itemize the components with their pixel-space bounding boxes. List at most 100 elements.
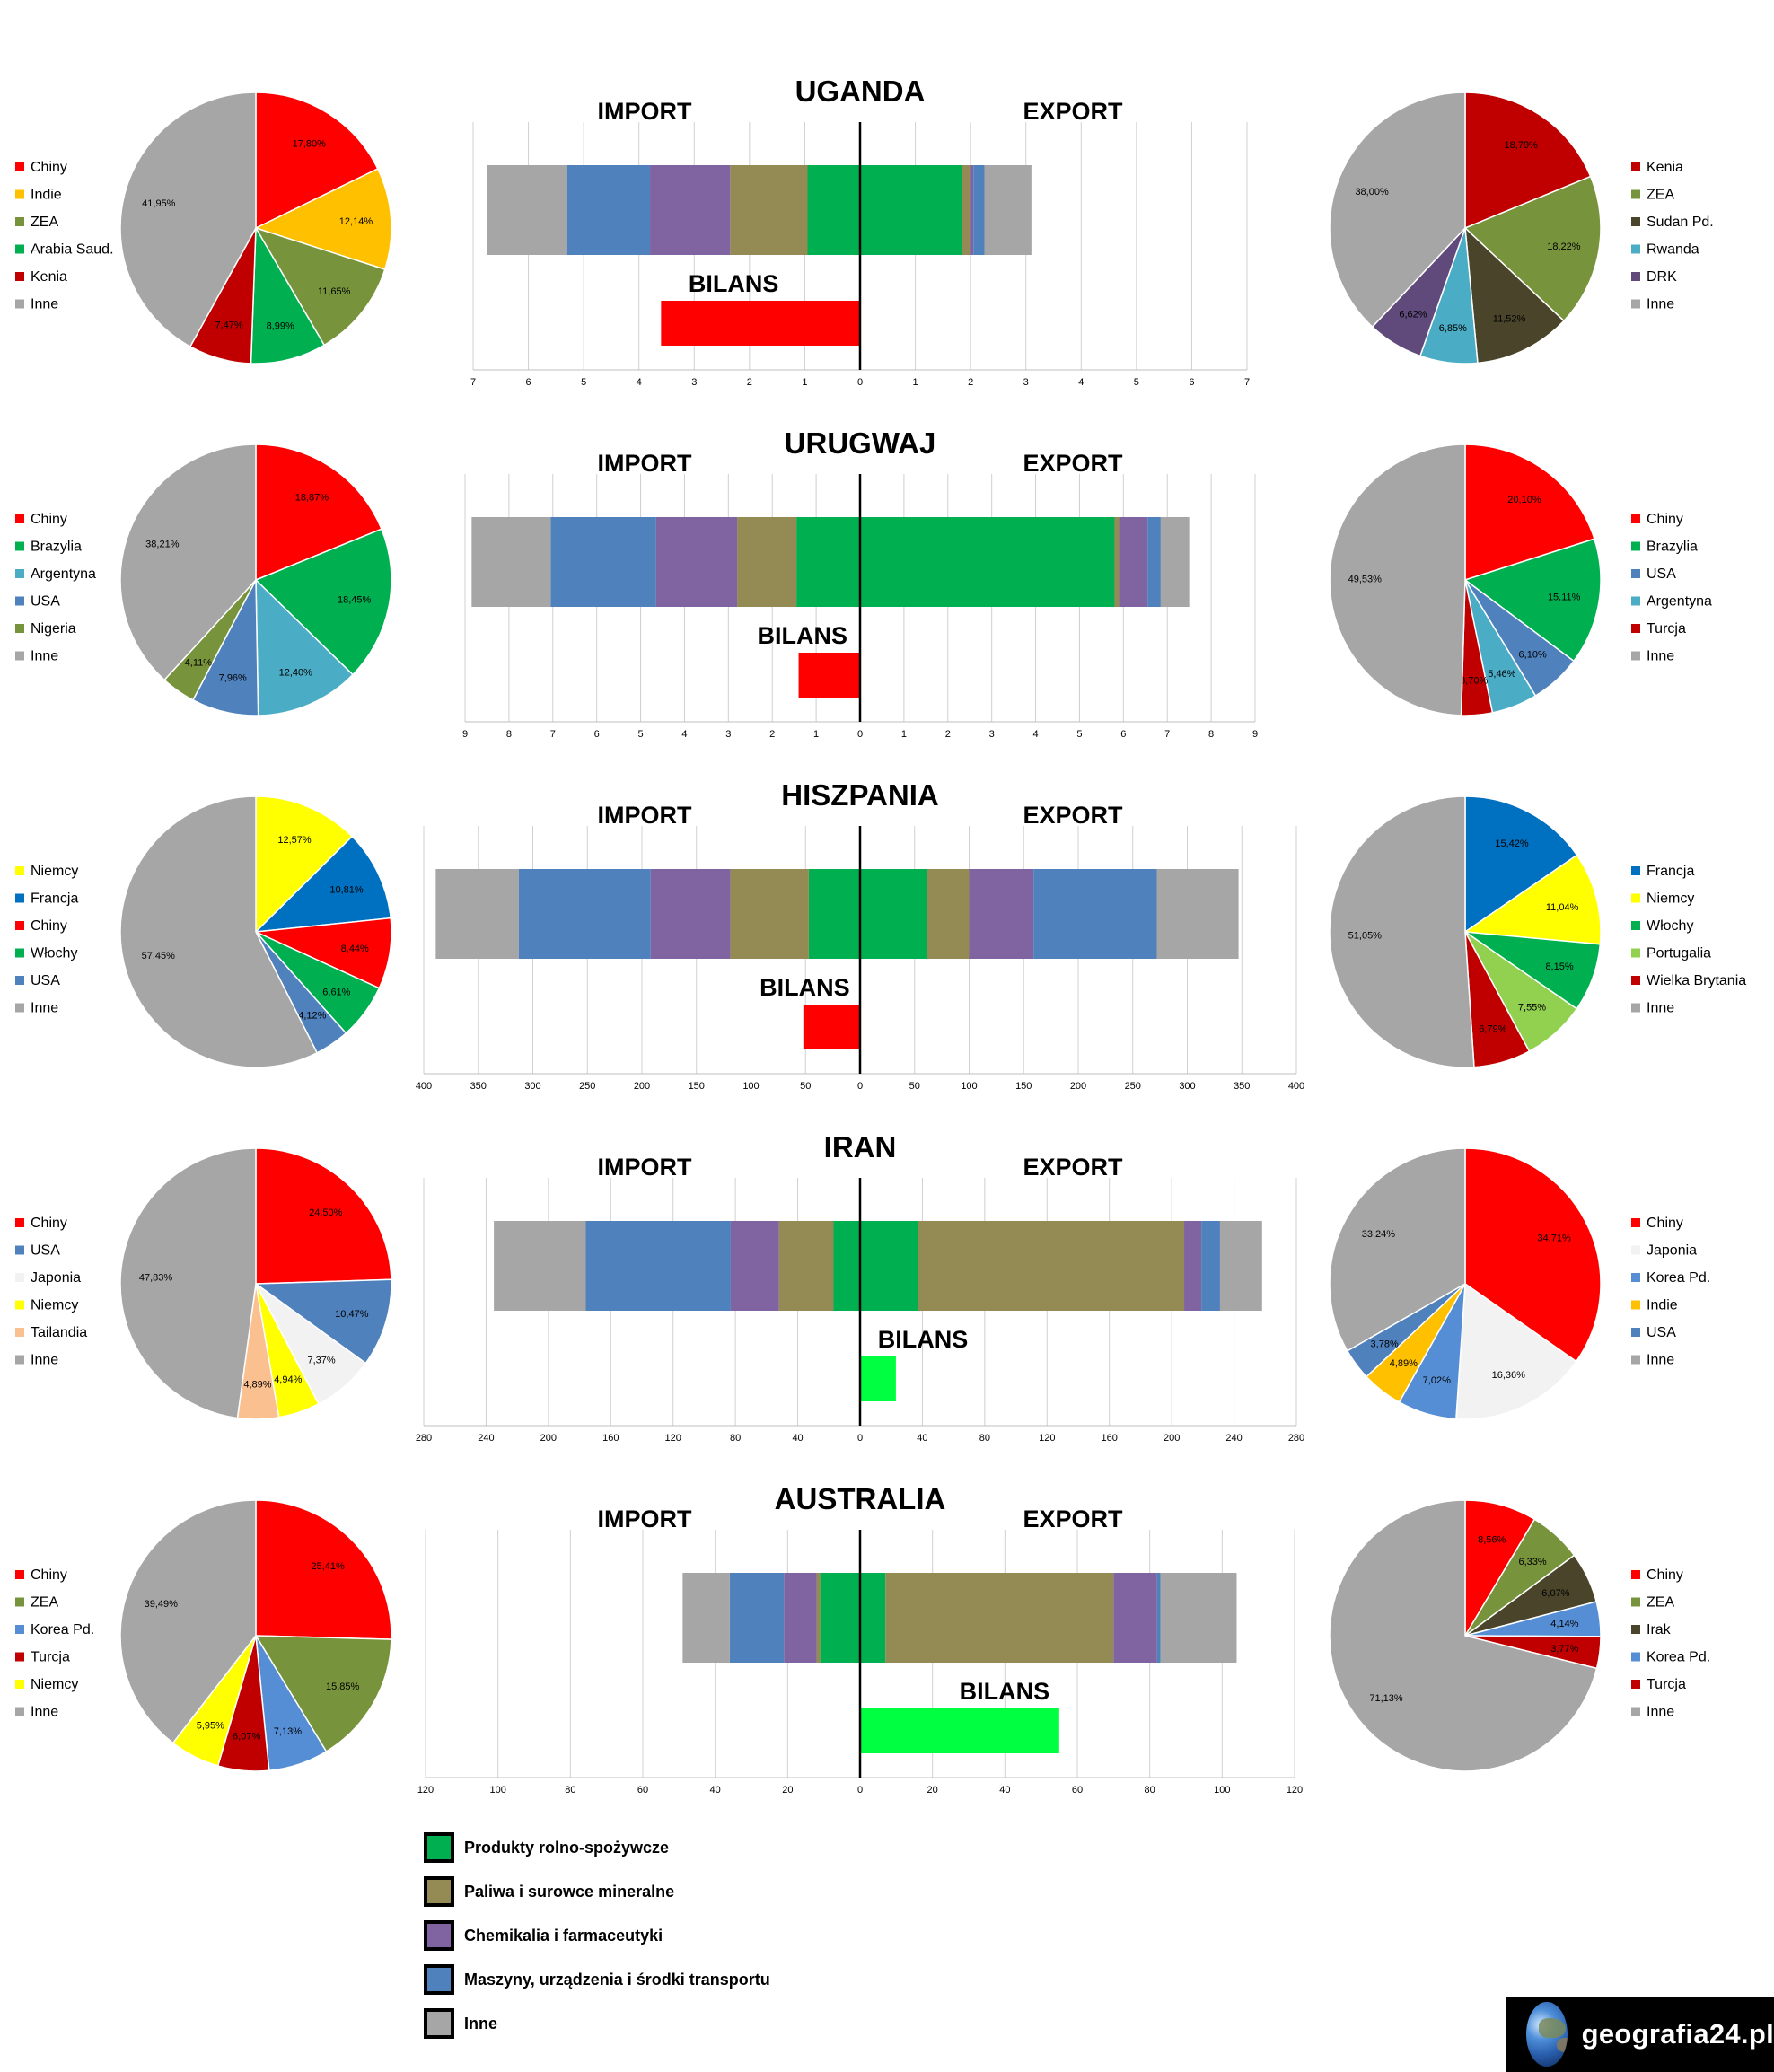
iran-import-pie-slice-5: [119, 1147, 257, 1419]
australia-export-bar-4: [1160, 1573, 1237, 1663]
australia-import-pie-legend-swatch-3: [15, 1652, 24, 1662]
category-legend: Produkty rolno-spożywcze Paliwa i surowce…: [424, 1832, 770, 2039]
hiszpania-export-pie-legend-label-0: Francja: [1647, 864, 1694, 879]
uganda-import-bar-3: [566, 165, 651, 255]
urugwaj-tick-label-2: 7: [550, 729, 556, 740]
hiszpania-tick-label-12: 200: [1070, 1081, 1086, 1092]
uganda-import-pie-slice-1: [253, 167, 392, 271]
hiszpania-import-pie-slice-label-5: 57,45%: [142, 951, 176, 961]
hiszpania-export-pie-slice-label-5: 51,05%: [1348, 931, 1383, 942]
hiszpania-tick-label-14: 300: [1179, 1081, 1195, 1092]
uganda-tick-label-5: 2: [747, 377, 752, 388]
urugwaj-import-pie-legend-swatch-0: [15, 514, 24, 523]
uganda-export-pie-slice-1: [1463, 175, 1602, 322]
uganda-import-pie-legend-label-4: Kenia: [31, 269, 67, 285]
country-panel-australia: 120 100 80 60 40 20 0 20 40 60 80 100 120 BILANS AUSTR…: [15, 1482, 1710, 1795]
iran-tick-label-13: 240: [1225, 1433, 1242, 1444]
uganda-tick-label-1: 6: [526, 377, 531, 388]
urugwaj-import-label: IMPORT: [598, 450, 693, 477]
uganda-import-pie-slice-5: [119, 92, 257, 348]
australia-import-pie-slice-label-0: 25,41%: [311, 1561, 345, 1572]
iran-export-pie-slice-label-5: 33,24%: [1362, 1229, 1396, 1240]
hiszpania-tick-label-4: 200: [634, 1081, 650, 1092]
australia-export-bar-3: [1156, 1573, 1161, 1663]
uganda-tick-label-12: 5: [1134, 377, 1139, 388]
hiszpania-export-pie-slice-0: [1464, 795, 1578, 934]
urugwaj-tick-label-1: 8: [506, 729, 512, 740]
iran-import-pie-slice-label-5: 47,83%: [139, 1272, 173, 1283]
hiszpania-import-pie-legend-label-4: USA: [31, 973, 60, 988]
iran-tick-label-4: 120: [665, 1433, 681, 1444]
iran-export-pie-legend-label-1: Japonia: [1647, 1243, 1697, 1259]
hiszpania-bilans-label: BILANS: [760, 974, 850, 1001]
hiszpania-title: HISZPANIA: [781, 778, 938, 812]
logo-text: geografia24.pl: [1581, 2018, 1774, 2050]
iran-export-pie-legend-swatch-1: [1631, 1245, 1640, 1255]
uganda-tick-label-4: 3: [691, 377, 697, 388]
urugwaj-import-pie-slice-5: [119, 443, 257, 681]
hiszpania-export-pie-legend-swatch-4: [1631, 976, 1640, 985]
urugwaj-tick-label-13: 4: [1032, 729, 1038, 740]
australia-tick-label-6: 0: [857, 1785, 863, 1795]
urugwaj-import-pie-slice-0: [255, 443, 382, 582]
hiszpania-import-bar-0: [808, 869, 860, 959]
urugwaj-export-pie-legend-label-2: USA: [1647, 566, 1676, 582]
uganda-export-label: EXPORT: [1023, 98, 1123, 125]
urugwaj-import-pie-slice-label-5: 38,21%: [145, 540, 180, 550]
hiszpania-export-pie-slice-label-2: 8,15%: [1545, 961, 1573, 972]
australia-tick-label-1: 100: [489, 1785, 505, 1795]
uganda-export-pie-legend-swatch-5: [1631, 299, 1640, 309]
iran-tick-label-7: 0: [857, 1433, 863, 1444]
australia-import-pie-legend-label-1: ZEA: [31, 1595, 58, 1611]
australia-import-pie-slice-label-2: 7,13%: [274, 1726, 302, 1737]
iran-import-pie-legend-swatch-3: [15, 1300, 24, 1310]
uganda-tick-label-0: 7: [470, 377, 476, 388]
australia-export-pie-slice-label-0: 8,56%: [1478, 1534, 1506, 1545]
iran-export-pie-legend-swatch-2: [1631, 1273, 1640, 1282]
uganda-export-pie-slice-label-1: 18,22%: [1547, 241, 1581, 252]
uganda-export-bar-0: [860, 165, 962, 255]
iran-export-pie-slice-label-1: 16,36%: [1492, 1370, 1526, 1381]
hiszpania-export-pie-slice-1: [1462, 854, 1602, 945]
uganda-export-bar-2: [970, 165, 974, 255]
iran-bilans-label: BILANS: [878, 1326, 969, 1353]
urugwaj-export-bar-4: [1160, 517, 1190, 607]
iran-import-bar-4: [494, 1221, 586, 1311]
iran-tick-label-12: 200: [1164, 1433, 1180, 1444]
category-legend-swatch-2: [424, 1920, 454, 1951]
iran-import-bar-1: [778, 1221, 834, 1311]
australia-export-bar-1: [885, 1573, 1114, 1663]
australia-export-pie-legend-label-1: ZEA: [1647, 1595, 1674, 1611]
site-logo[interactable]: geografia24.pl: [1506, 1997, 1774, 2072]
urugwaj-import-pie-legend-swatch-5: [15, 651, 24, 661]
urugwaj-import-pie-legend-label-0: Chiny: [31, 512, 67, 527]
iran-export-pie-slice-label-3: 4,89%: [1390, 1358, 1418, 1369]
hiszpania-tick-label-13: 250: [1125, 1081, 1141, 1092]
hiszpania-import-pie-slice-label-4: 4,12%: [298, 1010, 326, 1021]
hiszpania-import-bar-2: [650, 869, 731, 959]
urugwaj-export-pie-legend-swatch-5: [1631, 651, 1640, 661]
iran-title: IRAN: [824, 1130, 897, 1163]
urugwaj-import-pie-legend-swatch-4: [15, 624, 24, 633]
urugwaj-tick-label-17: 8: [1208, 729, 1214, 740]
australia-import-pie-legend-swatch-4: [15, 1680, 24, 1689]
urugwaj-export-pie-slice-label-0: 20,10%: [1507, 495, 1541, 505]
uganda-import-pie-legend-label-3: Arabia Saud.: [31, 242, 114, 258]
hiszpania-tick-label-0: 400: [416, 1081, 432, 1092]
australia-export-pie-legend-swatch-1: [1631, 1597, 1640, 1607]
iran-tick-label-5: 80: [730, 1433, 741, 1444]
uganda-tick-label-6: 1: [802, 377, 807, 388]
uganda-import-pie-legend-swatch-3: [15, 244, 24, 254]
iran-export-pie-legend-swatch-4: [1631, 1328, 1640, 1337]
uganda-tick-label-9: 2: [968, 377, 973, 388]
australia-import-pie-legend-swatch-0: [15, 1570, 24, 1579]
hiszpania-tick-label-15: 350: [1234, 1081, 1250, 1092]
australia-tick-label-2: 80: [565, 1785, 575, 1795]
uganda-export-pie-slice-2: [1464, 226, 1566, 364]
uganda-balance-bar: [661, 301, 860, 346]
category-legend-swatch-3: [424, 1964, 454, 1995]
uganda-bilans-label: BILANS: [689, 270, 779, 297]
hiszpania-tick-label-16: 400: [1288, 1081, 1304, 1092]
australia-import-pie-slice-label-5: 39,49%: [145, 1599, 179, 1610]
